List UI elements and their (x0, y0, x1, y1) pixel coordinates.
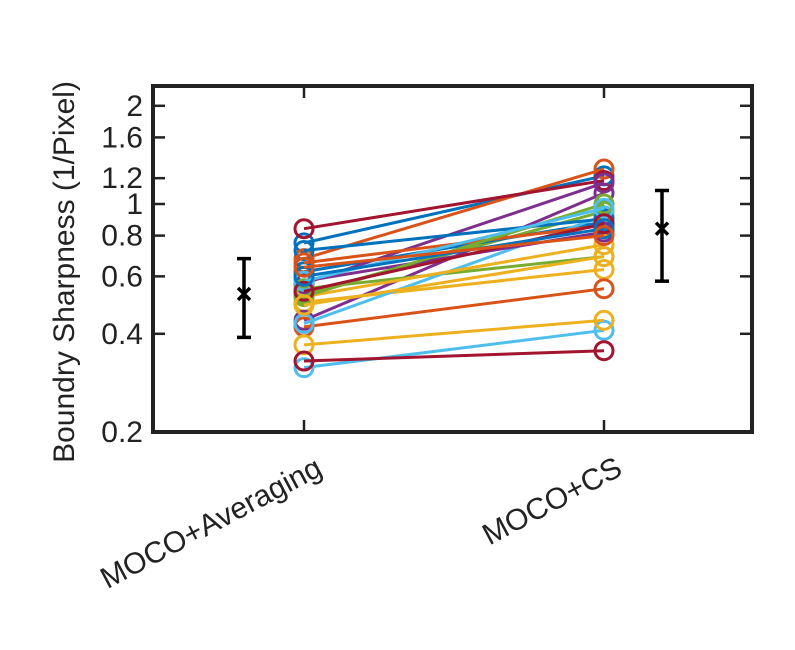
data-point (293, 350, 315, 372)
series-line (303, 255, 605, 291)
data-point (293, 256, 315, 278)
y-tick-label: 0.4 (101, 318, 143, 351)
error-bar (236, 256, 252, 340)
data-point (293, 218, 315, 240)
data-point (593, 340, 615, 362)
series-subject-6 (293, 319, 615, 379)
series-subject-24 (293, 246, 615, 316)
x-tick-label: MOCO+Averaging (95, 451, 327, 595)
series-layer (293, 158, 615, 379)
y-axis-ticks: 0.2 0.4 0.6 0.811.2 1.62 (101, 90, 752, 449)
series-line (303, 243, 605, 299)
data-point (593, 278, 615, 300)
series-line (303, 255, 605, 307)
series-subject-10 (293, 309, 615, 356)
series-subject-14 (293, 340, 615, 372)
plot-frame (151, 84, 754, 434)
mean-marker-stroke-b (236, 286, 252, 302)
data-point (593, 309, 615, 331)
error-bar (654, 188, 670, 283)
series-line (303, 167, 605, 261)
series-subject-23 (293, 225, 615, 278)
data-point (293, 232, 315, 254)
series-line (303, 287, 605, 329)
data-point (593, 246, 615, 268)
series-line (303, 179, 605, 231)
series-line (303, 234, 605, 269)
x-tick-label: MOCO+CS (477, 451, 627, 552)
series-line (303, 222, 605, 293)
y-tick-label: 1 (126, 188, 143, 221)
series-subject-9 (293, 278, 615, 338)
summary-layer (236, 188, 670, 340)
data-point (293, 280, 315, 302)
y-tick-label: 1.6 (101, 121, 143, 154)
series-line (303, 318, 605, 347)
y-tick-label: 2 (126, 90, 143, 123)
y-tick-label: 0.6 (101, 260, 143, 293)
y-tick-label: 1.2 (101, 162, 143, 195)
data-point (593, 218, 615, 240)
data-point (293, 357, 315, 379)
y-tick-label: 0.2 (101, 416, 143, 449)
y-tick-label: 0.8 (101, 220, 143, 253)
data-point (293, 294, 315, 316)
data-point (593, 158, 615, 180)
data-point (593, 197, 615, 219)
data-point (593, 225, 615, 247)
series-line (303, 217, 605, 253)
y-axis-label: Boundry Sharpness (1/Pixel) (48, 81, 81, 463)
series-line (303, 328, 605, 370)
mean-marker-stroke-b (654, 221, 670, 236)
data-point (293, 265, 315, 287)
data-point (593, 172, 615, 194)
series-line (303, 349, 605, 363)
data-point (293, 334, 315, 356)
series-line (303, 174, 605, 245)
